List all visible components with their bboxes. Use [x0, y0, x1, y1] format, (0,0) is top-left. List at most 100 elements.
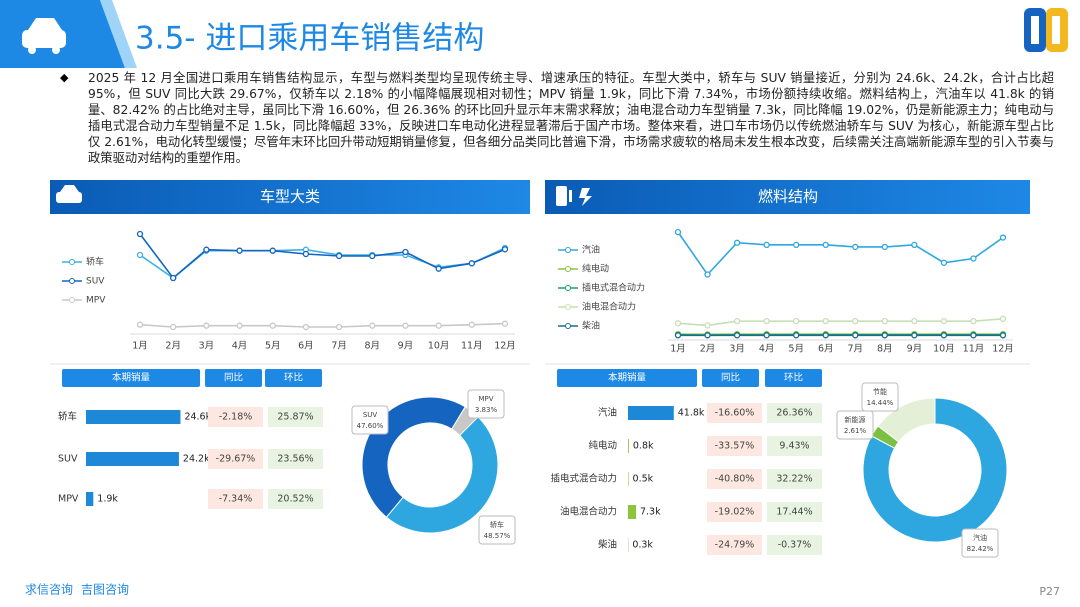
callout-value: 48.57% [484, 532, 511, 540]
point [822, 332, 829, 339]
legend-label: 轿车 [86, 256, 104, 268]
callout-name: SUV [363, 411, 378, 419]
point [999, 315, 1007, 322]
x-tick-label: 4月 [759, 344, 775, 355]
legend-label: 纯电动 [582, 263, 609, 275]
line [677, 318, 1004, 327]
legend-label: 汽油 [582, 244, 600, 256]
x-tick-label: 2月 [700, 344, 716, 355]
point [170, 323, 177, 331]
point [302, 250, 310, 258]
point [852, 318, 859, 325]
point [269, 322, 276, 329]
mom-value: 26.36% [776, 408, 812, 419]
point [911, 332, 918, 339]
column-header-bg [557, 369, 697, 387]
yoy-value: -2.18% [219, 412, 253, 423]
point [999, 234, 1007, 241]
column-header-bg [205, 369, 262, 387]
column-header: 本期销量 [112, 372, 151, 384]
point [435, 265, 442, 272]
point [203, 246, 210, 253]
x-tick-label: 4月 [232, 341, 248, 352]
callout-box [836, 410, 874, 440]
bar [86, 410, 181, 424]
point [402, 322, 409, 329]
row-label: 油电混合动力 [560, 506, 617, 518]
callout-box [961, 528, 999, 558]
yoy-value: -19.02% [715, 507, 755, 518]
mom-cell [767, 469, 822, 489]
yoy-cell [707, 436, 762, 456]
x-tick-label: 11月 [963, 344, 985, 355]
legend-label: 油电混合动力 [582, 301, 636, 313]
panel-header [545, 180, 1030, 214]
point [170, 274, 177, 282]
callout-value: 3.83% [475, 406, 498, 414]
yoy-value: -33.57% [715, 441, 755, 452]
callout-name: 轿车 [490, 520, 504, 529]
yoy-value: -16.60% [715, 408, 755, 419]
mom-cell [268, 489, 323, 509]
point [335, 252, 343, 260]
point [911, 241, 918, 248]
point [302, 323, 310, 331]
value-label: 0.3k [632, 540, 653, 551]
legend-swatch [565, 304, 571, 310]
legend-swatch [69, 297, 75, 303]
x-tick-label: 8月 [877, 344, 893, 355]
point [970, 255, 977, 262]
point [733, 332, 741, 339]
point [203, 322, 210, 329]
mom-value: 17.44% [776, 507, 812, 518]
point [763, 318, 770, 325]
footer-link[interactable]: 求信咨询 [25, 582, 73, 597]
yoy-cell [707, 469, 762, 489]
mom-value: 23.56% [277, 454, 313, 465]
point [940, 259, 948, 266]
callout-value: 82.42% [967, 545, 994, 553]
x-tick-label: 5月 [265, 341, 281, 352]
x-tick-label: 12月 [494, 341, 516, 352]
legend-label: 柴油 [582, 320, 600, 332]
row-label: 汽油 [598, 407, 617, 419]
panel-header [50, 180, 530, 214]
bar [628, 505, 636, 519]
bullet: ◆ [60, 72, 69, 84]
point [763, 241, 770, 248]
bar [628, 472, 629, 486]
point [881, 318, 888, 325]
x-tick-label: 6月 [818, 344, 834, 355]
legend-swatch [565, 285, 571, 291]
yoy-cell [208, 407, 263, 427]
value-label: 7.3k [640, 507, 661, 518]
logo [1024, 8, 1068, 52]
yoy-cell [208, 449, 263, 469]
point [435, 322, 442, 329]
legend-swatch [69, 278, 75, 284]
x-tick-label: 1月 [670, 344, 686, 355]
callout-value: 2.61% [844, 427, 867, 435]
yoy-value: -24.79% [715, 540, 755, 551]
header-icon [22, 18, 66, 54]
x-tick-label: 3月 [729, 344, 745, 355]
column-header: 环比 [784, 372, 803, 384]
panel-title: 车型大类 [260, 188, 320, 206]
callout-name: 汽油 [973, 533, 987, 542]
panel-icon [56, 185, 82, 203]
value-label: 0.5k [633, 474, 654, 485]
point [402, 248, 409, 256]
point [733, 318, 741, 325]
point [704, 271, 711, 278]
summary: 2025 年 12 月全国进口乘用车销售结构显示，车型与燃料类型均呈现传统主导、… [88, 71, 1054, 165]
value-label: 41.8k [678, 408, 705, 419]
value-label: 24.2k [183, 454, 210, 465]
point [236, 322, 243, 329]
point [468, 260, 475, 267]
row-label: 插电式混合动力 [550, 473, 617, 485]
point [881, 243, 888, 251]
yoy-cell [707, 502, 762, 522]
x-tick-label: 10月 [933, 344, 955, 355]
footer-link[interactable]: 吉图咨询 [81, 582, 129, 597]
line [139, 233, 506, 280]
